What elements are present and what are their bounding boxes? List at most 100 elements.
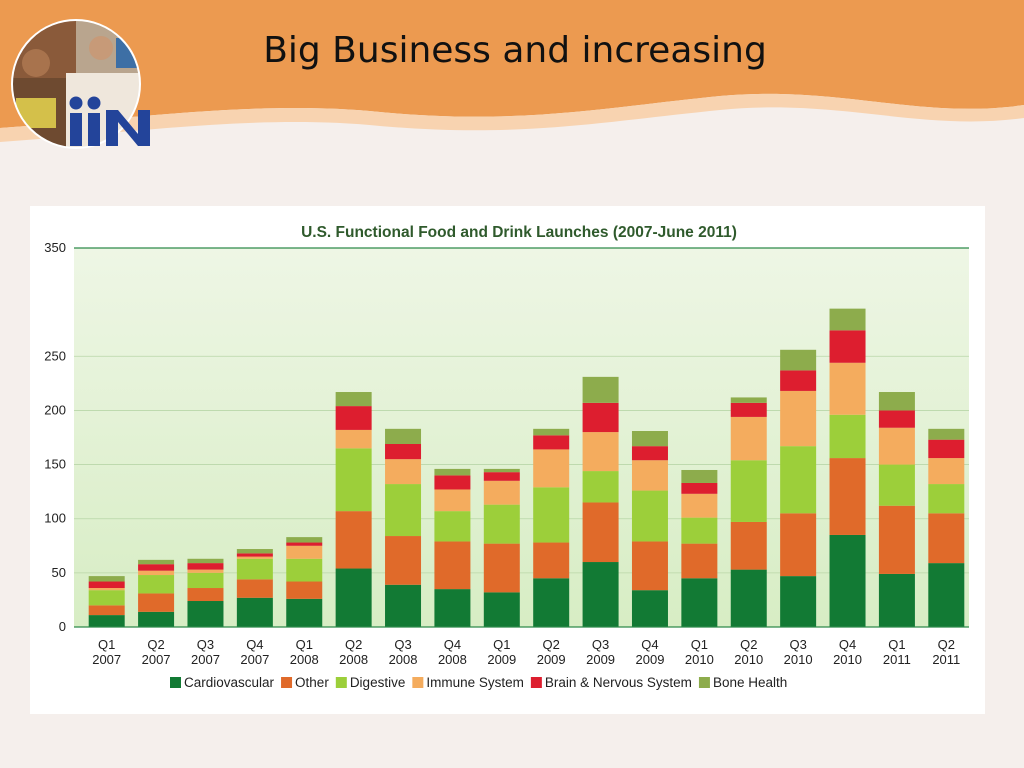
x-tick-year: 2007 xyxy=(240,652,269,667)
x-tick-quarter: Q3 xyxy=(394,637,411,652)
bar-segment xyxy=(434,589,471,627)
bar-segment xyxy=(434,475,471,490)
bar-segment xyxy=(483,592,520,627)
legend-swatch xyxy=(281,677,293,688)
bar-segment xyxy=(138,593,175,612)
x-tick-year: 2009 xyxy=(636,652,665,667)
bar-segment xyxy=(780,513,817,577)
bar-segment xyxy=(533,449,570,488)
bar-segment xyxy=(829,458,866,535)
x-tick-quarter: Q1 xyxy=(493,637,510,652)
legend-label: Digestive xyxy=(350,675,406,690)
bar-segment xyxy=(631,446,668,461)
x-tick-year: 2009 xyxy=(487,652,516,667)
x-tick-year: 2007 xyxy=(92,652,121,667)
bar-segment xyxy=(681,578,718,627)
bar-segment xyxy=(434,468,471,476)
bar-segment xyxy=(88,576,125,582)
bar-segment xyxy=(187,569,224,573)
bar-segment xyxy=(730,460,767,522)
x-tick-quarter: Q4 xyxy=(839,637,856,652)
bar-segment xyxy=(187,588,224,602)
y-tick-label: 150 xyxy=(44,457,66,472)
x-tick-year: 2008 xyxy=(389,652,418,667)
bar-segment xyxy=(533,542,570,579)
x-tick-year: 2010 xyxy=(685,652,714,667)
bar-segment xyxy=(385,428,422,444)
legend-swatch xyxy=(530,677,542,688)
bar-segment xyxy=(829,308,866,331)
bar-segment xyxy=(385,484,422,537)
bar-segment xyxy=(286,537,323,543)
bar-segment xyxy=(582,376,619,403)
legend-swatch xyxy=(335,677,347,688)
bar-segment xyxy=(236,558,273,580)
bar-segment xyxy=(582,562,619,627)
bar-segment xyxy=(483,480,520,505)
y-tick-label: 50 xyxy=(52,565,66,580)
bar-segment xyxy=(730,402,767,417)
bar-segment xyxy=(928,484,965,514)
bar-segment xyxy=(681,482,718,494)
bar-segment xyxy=(385,459,422,485)
bar-segment xyxy=(286,545,323,559)
bar-segment xyxy=(286,542,323,546)
bar-segment xyxy=(780,446,817,514)
bar-segment xyxy=(236,597,273,627)
x-tick-year: 2010 xyxy=(784,652,813,667)
bar-segment xyxy=(335,406,372,430)
bar-segment xyxy=(88,581,125,589)
stacked-bar-chart: U.S. Functional Food and Drink Launches … xyxy=(44,224,969,690)
x-tick-quarter: Q2 xyxy=(345,637,362,652)
bar-segment xyxy=(335,448,372,512)
bar-segment xyxy=(286,581,323,599)
bar-segment xyxy=(780,390,817,447)
bar-segment xyxy=(829,534,866,627)
bar-segment xyxy=(483,504,520,544)
x-tick-year: 2009 xyxy=(537,652,566,667)
bar-segment xyxy=(385,584,422,627)
bar-segment xyxy=(631,541,668,591)
legend-label: Immune System xyxy=(426,675,524,690)
bar-segment xyxy=(928,513,965,564)
x-tick-quarter: Q2 xyxy=(740,637,757,652)
header-banner xyxy=(0,0,1024,142)
bar-segment xyxy=(582,402,619,433)
bar-segment xyxy=(533,428,570,436)
bar-segment xyxy=(187,601,224,627)
bar-segment xyxy=(730,521,767,570)
bar-segment xyxy=(483,468,520,473)
bar-segment xyxy=(138,564,175,571)
x-tick-quarter: Q1 xyxy=(296,637,313,652)
x-tick-quarter: Q3 xyxy=(197,637,214,652)
chart-panel: U.S. Functional Food and Drink Launches … xyxy=(30,206,985,714)
bar-segment xyxy=(582,471,619,503)
y-tick-label: 250 xyxy=(44,348,66,363)
bar-segment xyxy=(236,553,273,557)
x-tick-quarter: Q2 xyxy=(543,637,560,652)
bar-segment xyxy=(631,431,668,447)
x-tick-quarter: Q1 xyxy=(888,637,905,652)
bar-segment xyxy=(138,575,175,594)
slide-title: Big Business and increasing xyxy=(263,30,767,71)
x-tick-year: 2008 xyxy=(290,652,319,667)
bar-segment xyxy=(335,429,372,449)
bar-segment xyxy=(434,489,471,512)
x-tick-quarter: Q4 xyxy=(444,637,461,652)
bar-segment xyxy=(483,543,520,593)
bar-segment xyxy=(878,392,915,411)
bar-segment xyxy=(582,432,619,472)
y-tick-label: 100 xyxy=(44,511,66,526)
y-tick-label: 350 xyxy=(44,240,66,255)
x-tick-year: 2010 xyxy=(734,652,763,667)
bar-segment xyxy=(730,397,767,403)
legend-swatch xyxy=(170,677,181,688)
bar-segment xyxy=(88,605,125,616)
bar-segment xyxy=(631,590,668,627)
bar-segment xyxy=(878,427,915,465)
bar-segment xyxy=(681,543,718,579)
bar-segment xyxy=(829,414,866,459)
bar-segment xyxy=(138,611,175,627)
x-tick-quarter: Q2 xyxy=(938,637,955,652)
legend-label: Brain & Nervous System xyxy=(545,675,692,690)
